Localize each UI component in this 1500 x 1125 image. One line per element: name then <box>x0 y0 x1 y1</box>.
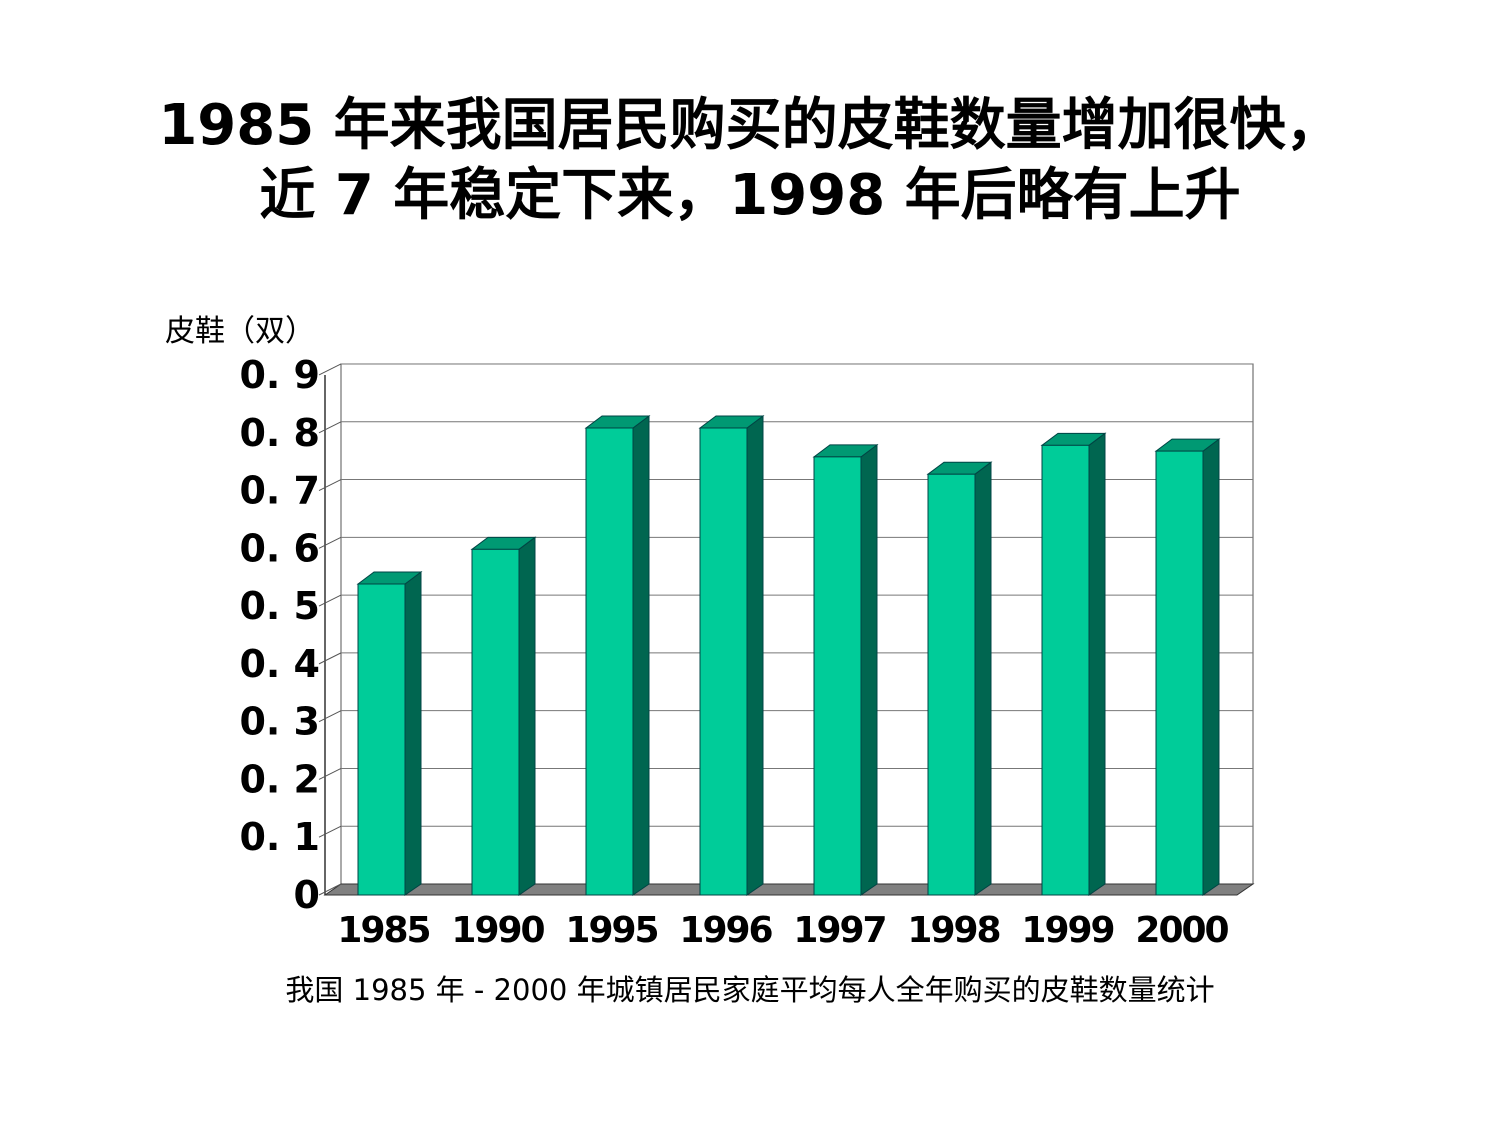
bar-side <box>518 536 536 896</box>
x-tick-label: 1990 <box>451 910 544 951</box>
bar-side <box>860 443 878 896</box>
y-tick <box>318 710 342 723</box>
floor <box>323 883 1255 896</box>
y-tick-label: 0. 6 <box>239 526 320 570</box>
bar-side <box>404 570 422 896</box>
bar-1998 <box>927 473 976 896</box>
y-axis-label: 皮鞋（双） <box>165 314 315 349</box>
bar-1997 <box>813 456 862 896</box>
y-tick-label: 0. 7 <box>239 469 320 513</box>
y-tick <box>318 363 342 376</box>
bar-1995 <box>585 427 634 896</box>
bar-2000 <box>1155 450 1204 896</box>
x-tick-label: 1985 <box>337 910 429 951</box>
y-tick <box>318 536 342 549</box>
y-tick <box>318 594 342 607</box>
y-tick-label: 0. 4 <box>239 642 320 686</box>
x-tick-label: 1998 <box>907 910 999 951</box>
bar-side <box>1088 432 1106 896</box>
y-tick <box>318 421 342 434</box>
bar-side <box>974 461 992 896</box>
bar-side <box>746 414 764 896</box>
y-tick-label: 0. 3 <box>239 700 320 744</box>
y-tick <box>318 652 342 665</box>
y-tick-label: 0. 5 <box>239 584 320 628</box>
bar-1990 <box>471 548 520 896</box>
x-tick-label: 1997 <box>793 910 885 951</box>
x-axis-caption: 我国 1985 年 - 2000 年城镇居民家庭平均每人全年购买的皮鞋数量统计 <box>285 973 1214 1007</box>
bar-side <box>632 414 650 896</box>
y-tick <box>318 767 342 780</box>
bar-1999 <box>1041 444 1090 896</box>
y-tick-label: 0. 2 <box>239 757 320 801</box>
y-tick-label: 0 <box>294 873 320 917</box>
x-tick-label: 2000 <box>1135 910 1228 951</box>
x-tick-label: 1999 <box>1021 910 1113 951</box>
y-tick <box>318 825 342 838</box>
x-tick-label: 1996 <box>679 910 772 951</box>
y-tick-label: 0. 1 <box>239 815 320 859</box>
title-line-2: 近 7 年稳定下来，1998 年后略有上升 <box>259 163 1241 228</box>
bar-side <box>1202 438 1220 896</box>
bar-1996 <box>699 427 748 896</box>
y-tick-label: 0. 9 <box>239 353 320 397</box>
title-line-1: 1985 年来我国居民购买的皮鞋数量增加很快， <box>158 93 1342 158</box>
y-tick <box>318 479 342 491</box>
x-tick-label: 1995 <box>565 910 657 951</box>
bar-1985 <box>357 583 406 896</box>
y-tick-label: 0. 8 <box>239 411 320 455</box>
y-tick <box>318 883 342 896</box>
